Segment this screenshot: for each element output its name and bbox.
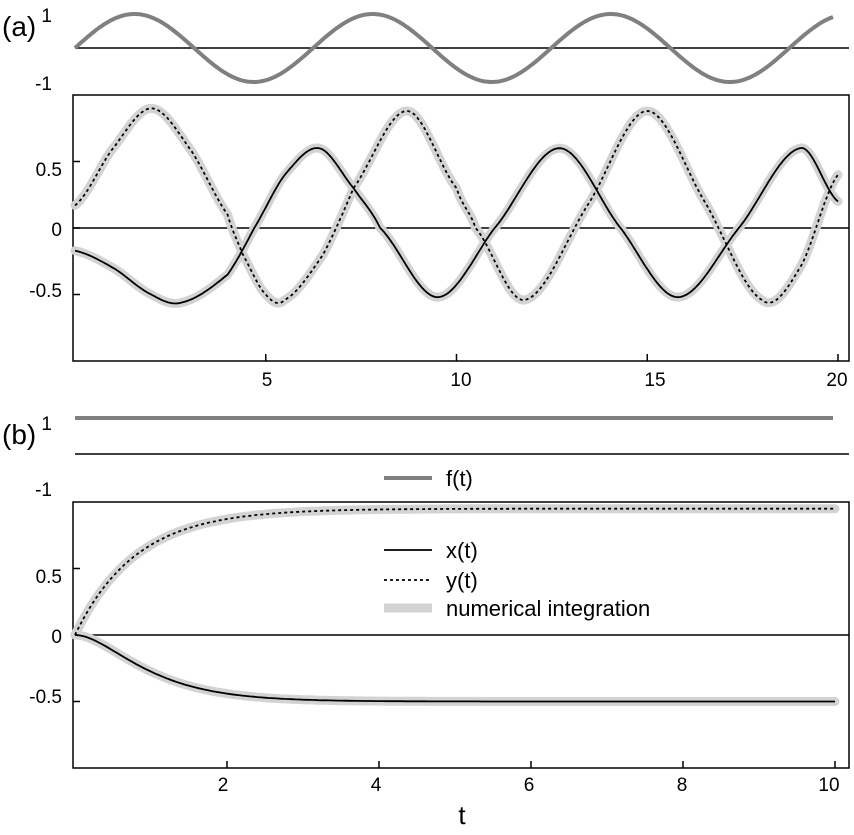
panel-b-response-ytick-0: 0 bbox=[51, 627, 62, 648]
panel-a-forcing-ytick-1: 1 bbox=[41, 6, 52, 27]
panel-a-xtick-15: 15 bbox=[644, 370, 665, 391]
panel-a-xtick-20: 20 bbox=[826, 370, 847, 391]
panel-a-response-ytick-0: 0 bbox=[51, 220, 62, 241]
panel-b-label: (b) bbox=[2, 419, 36, 450]
panel-b-response-ytick-0.5: 0.5 bbox=[36, 567, 62, 588]
panel-b-xtick-2: 2 bbox=[218, 775, 229, 796]
panel-b-xtick-8: 8 bbox=[677, 775, 688, 796]
panel-b-xtick-4: 4 bbox=[371, 775, 382, 796]
panel-a-xtick-10: 10 bbox=[450, 370, 471, 391]
panel-b-forcing-ytick-minus1: -1 bbox=[35, 480, 52, 501]
legend-y: y(t) bbox=[384, 568, 478, 593]
panel-a-numerical-y-curve bbox=[70, 103, 843, 308]
panel-a-response-plot: 0.5 0 -0.5 5 10 15 20 bbox=[29, 94, 850, 391]
legend-numerical: numerical integration bbox=[384, 596, 650, 621]
legend-f-label: f(t) bbox=[446, 466, 473, 491]
legend-x: x(t) bbox=[384, 538, 478, 563]
panel-b-forcing-plot: 1 -1 f(t) bbox=[35, 414, 849, 501]
legend-numerical-label: numerical integration bbox=[446, 596, 650, 621]
panel-a-forcing-plot: 1 -1 bbox=[35, 6, 849, 95]
panel-b-xtick-6: 6 bbox=[524, 775, 535, 796]
panel-a-numerical-x-curve bbox=[70, 143, 843, 308]
panel-a-y-curve bbox=[74, 107, 839, 304]
panel-a-label: (a) bbox=[2, 11, 36, 42]
legend-y-label: y(t) bbox=[446, 568, 478, 593]
panel-a-x-curve bbox=[74, 146, 839, 305]
panel-a-response-ytick-0.5: 0.5 bbox=[36, 160, 62, 181]
panel-b-y-curve bbox=[74, 507, 835, 636]
panel-b-response-ytick-minus0.5: -0.5 bbox=[29, 687, 62, 708]
panel-b-numerical-x-curve bbox=[70, 630, 840, 706]
panel-b-response-plot: 0.5 0 -0.5 2 4 6 8 10 t x(t) y(t) bbox=[29, 501, 850, 830]
panel-b-xlabel: t bbox=[458, 800, 466, 830]
panel-a-forcing-curve bbox=[73, 12, 834, 84]
panel-b-xtick-10: 10 bbox=[818, 775, 839, 796]
panel-a: (a) 1 -1 0.5 0 -0.5 5 10 15 20 bbox=[2, 6, 850, 391]
legend-f: f(t) bbox=[384, 466, 473, 491]
legend-x-label: x(t) bbox=[446, 538, 478, 563]
legend-response: x(t) y(t) numerical integration bbox=[384, 538, 650, 621]
panel-b-forcing-ytick-1: 1 bbox=[41, 414, 52, 435]
panel-a-response-ytick-minus0.5: -0.5 bbox=[29, 281, 62, 302]
panel-b-x-curve bbox=[74, 634, 835, 703]
panel-a-forcing-ytick-minus1: -1 bbox=[35, 74, 52, 95]
panel-a-xtick-5: 5 bbox=[262, 370, 273, 391]
panel-b: (b) 1 -1 f(t) 0.5 0 -0.5 2 4 6 8 10 t bbox=[2, 414, 850, 830]
